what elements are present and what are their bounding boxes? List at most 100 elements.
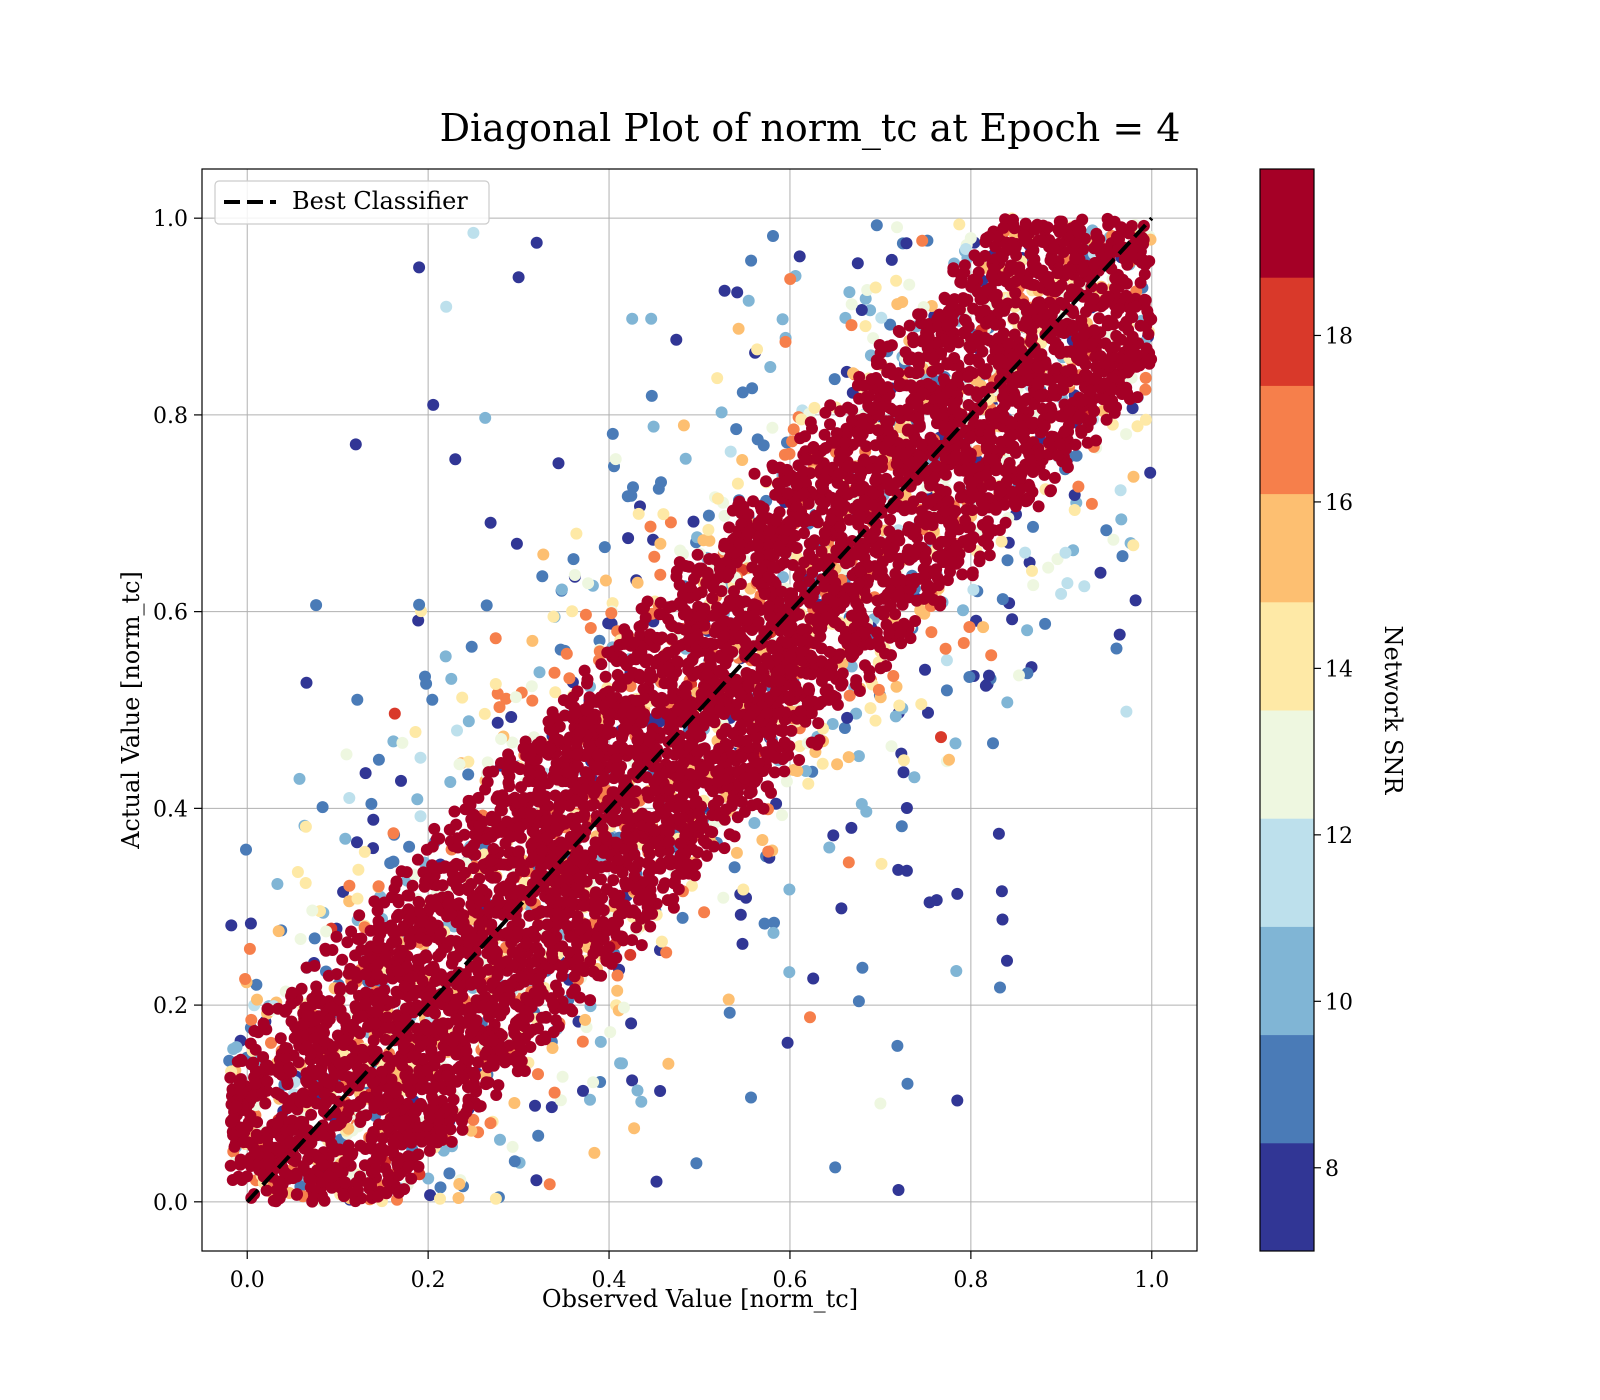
scatter-point — [852, 750, 865, 763]
scatter-point — [994, 981, 1006, 994]
scatter-point — [244, 917, 257, 930]
scatter-point — [950, 965, 963, 977]
scatter-point — [339, 832, 352, 845]
scatter-point — [566, 605, 579, 618]
scatter-point — [731, 477, 744, 490]
scatter-point — [526, 926, 539, 939]
scatter-point — [900, 864, 913, 877]
scatter-point — [532, 1129, 545, 1142]
scatter-point — [308, 932, 321, 945]
scatter-point — [367, 813, 380, 826]
scatter-point — [480, 599, 493, 612]
scatter-point — [670, 333, 683, 346]
scatter-point — [987, 737, 999, 750]
scatter-point — [560, 647, 573, 660]
scatter-point — [1126, 402, 1139, 415]
scatter-point — [343, 879, 356, 892]
scatter-point — [652, 482, 665, 495]
scatter-point — [855, 798, 868, 810]
scatter-points — [223, 212, 1158, 1208]
scatter-point — [730, 846, 743, 859]
scatter-point — [489, 678, 502, 690]
scatter-point — [769, 488, 782, 501]
scatter-point — [890, 274, 903, 287]
scatter-point — [351, 892, 364, 905]
scatter-point — [909, 615, 922, 627]
scatter-point — [611, 969, 624, 982]
scatter-point — [728, 861, 741, 874]
scatter-point — [845, 660, 858, 673]
scatter-point — [892, 863, 905, 876]
scatter-point — [505, 711, 518, 723]
scatter-point — [803, 684, 816, 696]
scatter-point — [387, 855, 400, 868]
scatter-point — [272, 925, 285, 938]
scatter-point — [506, 736, 519, 749]
scatter-point — [1120, 428, 1133, 441]
scatter-point — [299, 820, 312, 833]
scatter-point — [751, 798, 764, 810]
scatter-point — [510, 537, 523, 550]
scatter-point — [766, 421, 779, 434]
scatter-point — [1027, 520, 1039, 533]
scatter-point — [617, 1001, 630, 1014]
scatter-point — [736, 454, 749, 466]
scatter-point — [1068, 504, 1081, 516]
scatter-point — [395, 774, 407, 787]
scatter-point — [985, 649, 998, 662]
scatter-point — [827, 829, 840, 842]
scatter-point — [462, 768, 475, 781]
scatter-point — [465, 640, 478, 653]
scatter-point — [891, 221, 903, 234]
scatter-point — [756, 834, 769, 846]
scatter-point — [293, 772, 306, 785]
scatter-point — [731, 286, 744, 299]
scatter-point — [711, 492, 724, 505]
scatter-point — [765, 786, 777, 799]
scatter-point — [1059, 546, 1072, 559]
scatter-point — [826, 718, 839, 730]
scatter-point — [631, 1084, 644, 1097]
scatter-point — [1001, 696, 1014, 709]
scatter-point — [654, 1085, 667, 1097]
scatter-point — [556, 1070, 569, 1083]
scatter-point — [953, 218, 966, 231]
scatter-point — [977, 621, 990, 634]
scatter-point — [427, 398, 440, 411]
scatter-point — [653, 608, 666, 621]
scatter-point — [1110, 642, 1123, 655]
scatter-point — [888, 405, 901, 418]
scatter-point — [995, 535, 1008, 548]
scatter-point — [1129, 594, 1142, 607]
scatter-point — [306, 904, 319, 917]
scatter-point — [495, 733, 508, 745]
scatter-point — [628, 1122, 641, 1135]
scatter-point — [294, 933, 307, 945]
scatter-point — [548, 1086, 561, 1099]
scatter-point — [548, 666, 561, 679]
scatter-point — [389, 1054, 402, 1067]
scatter-point — [300, 676, 313, 689]
scatter-point — [915, 698, 928, 711]
scatter-point — [828, 373, 841, 386]
scatter-point — [251, 993, 263, 1006]
scatter-point — [940, 684, 953, 697]
scatter-point — [598, 541, 611, 554]
scatter-point — [330, 930, 343, 943]
scatter-point — [381, 1011, 394, 1024]
scatter-point — [992, 827, 1005, 840]
scatter-point — [916, 516, 929, 529]
scatter-point — [570, 527, 583, 540]
scatter-point — [823, 841, 836, 854]
scatter-point — [957, 637, 970, 649]
scatter-point — [439, 650, 452, 663]
scatter-point — [1007, 312, 1020, 325]
scatter-point — [648, 550, 661, 563]
scatter-point — [250, 978, 263, 991]
scatter-point — [322, 969, 335, 982]
scatter-point — [319, 942, 332, 955]
scatter-point — [662, 1057, 675, 1070]
scatter-point — [698, 906, 711, 919]
scatter-point — [428, 822, 441, 835]
scatter-point — [1042, 561, 1055, 574]
